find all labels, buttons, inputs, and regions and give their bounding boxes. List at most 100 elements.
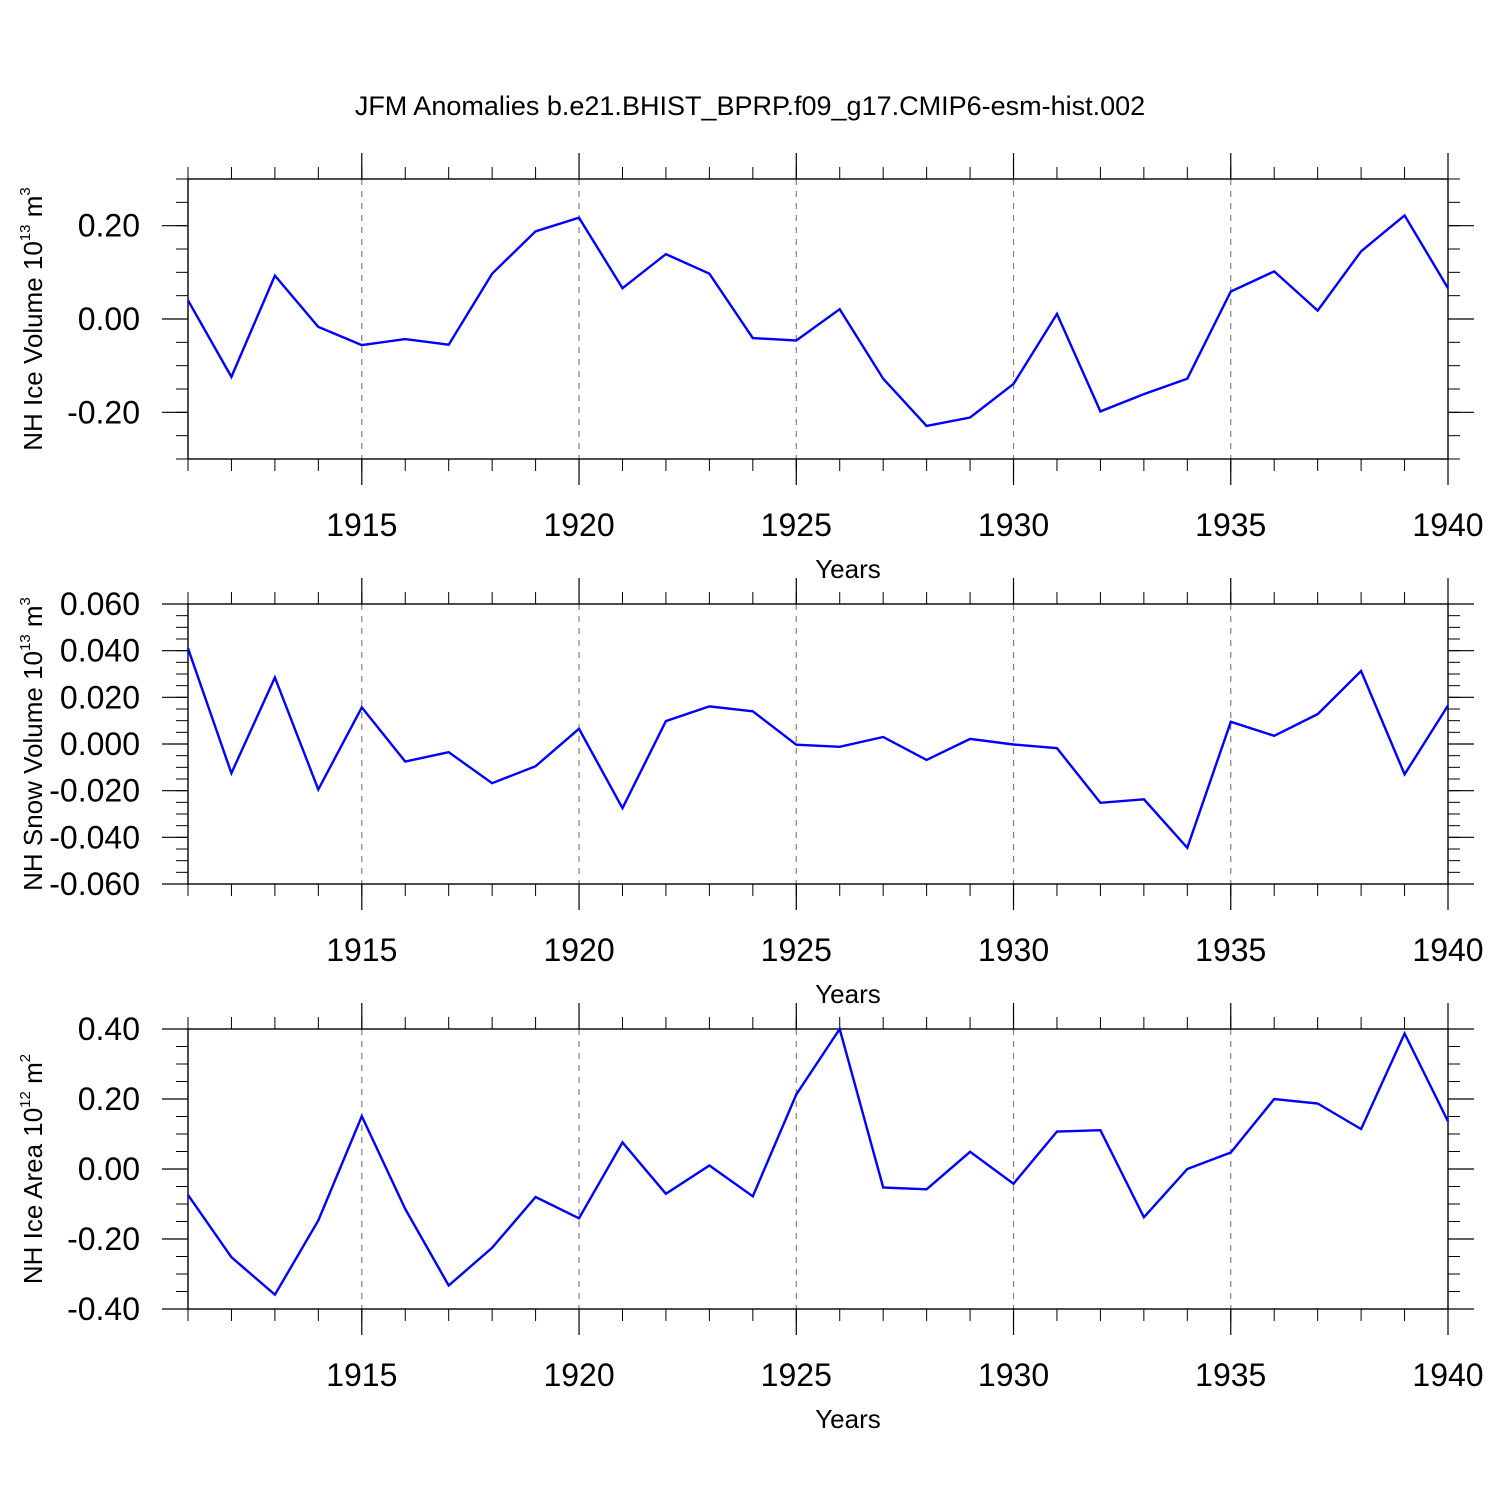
data-point bbox=[1316, 1102, 1320, 1106]
x-tick-label: 1925 bbox=[761, 507, 832, 543]
data-point bbox=[881, 735, 885, 739]
x-tick-label: 1925 bbox=[761, 932, 832, 968]
data-point bbox=[1403, 213, 1407, 217]
x-tick-label: 1935 bbox=[1195, 1357, 1266, 1393]
data-point bbox=[1446, 286, 1450, 290]
data-point bbox=[838, 307, 842, 311]
panel-1: -0.20 0.00 0.20 1915 1920 1925 1930 1935 1940 Yea… bbox=[17, 153, 1484, 584]
data-point bbox=[838, 745, 842, 749]
y-axis-label: NH Ice Area 1012 m2 bbox=[17, 1054, 48, 1284]
y-tick-label: 0.40 bbox=[78, 1011, 140, 1047]
data-point bbox=[1098, 1128, 1102, 1132]
data-point bbox=[1229, 720, 1233, 724]
panels: -0.20 0.00 0.20 1915 1920 1925 1930 1935 1940 Yea… bbox=[17, 153, 1484, 1434]
data-point bbox=[1316, 309, 1320, 313]
data-point bbox=[273, 1293, 277, 1297]
data-point bbox=[925, 758, 929, 762]
data-point bbox=[751, 1194, 755, 1198]
x-tick-label: 1915 bbox=[326, 932, 397, 968]
data-point bbox=[925, 424, 929, 428]
x-tick-label: 1935 bbox=[1195, 932, 1266, 968]
y-axis-label: NH Ice Volume 1013 m3 bbox=[17, 187, 48, 450]
data-point bbox=[316, 788, 320, 792]
data-point bbox=[968, 1150, 972, 1154]
data-point bbox=[1229, 289, 1233, 293]
data-point bbox=[490, 1246, 494, 1250]
data-point bbox=[490, 272, 494, 276]
plot-frame bbox=[187, 1028, 1449, 1310]
x-axis-label: Years bbox=[815, 1404, 881, 1434]
data-point bbox=[360, 1114, 364, 1118]
data-point bbox=[577, 1216, 581, 1220]
data-point bbox=[447, 343, 451, 347]
data-point bbox=[1012, 1182, 1016, 1186]
x-tick-label: 1920 bbox=[543, 932, 614, 968]
x-tick-label: 1940 bbox=[1412, 507, 1483, 543]
x-axis-label: Years bbox=[815, 979, 881, 1009]
panel-3: -0.40 -0.20 0.00 0.20 0.40 1915 1920 1925 1930 19… bbox=[17, 1003, 1484, 1434]
y-tick-label: 0.040 bbox=[60, 633, 140, 669]
data-point bbox=[794, 1092, 798, 1096]
data-point bbox=[273, 274, 277, 278]
y-tick-label: 0.020 bbox=[60, 679, 140, 715]
x-tick-label: 1930 bbox=[978, 932, 1049, 968]
data-point bbox=[1142, 797, 1146, 801]
data-point bbox=[1142, 1215, 1146, 1219]
series-line bbox=[186, 647, 1450, 851]
data-point bbox=[1446, 704, 1450, 708]
y-tick-label: 0.00 bbox=[78, 1151, 140, 1187]
data-point bbox=[229, 771, 233, 775]
data-point bbox=[968, 737, 972, 741]
data-point bbox=[1359, 1127, 1363, 1131]
data-point bbox=[620, 1140, 624, 1144]
data-point bbox=[229, 1255, 233, 1259]
x-tick-label: 1915 bbox=[326, 507, 397, 543]
x-tick-label: 1920 bbox=[543, 507, 614, 543]
data-point bbox=[1359, 669, 1363, 673]
x-tick-label: 1920 bbox=[543, 1357, 614, 1393]
data-point bbox=[1185, 377, 1189, 381]
data-point bbox=[1098, 801, 1102, 805]
data-point bbox=[534, 1195, 538, 1199]
y-tick-label: -0.20 bbox=[67, 394, 140, 430]
data-point bbox=[1142, 392, 1146, 396]
data-point bbox=[1272, 734, 1276, 738]
y-tick-label: 0.060 bbox=[60, 586, 140, 622]
data-point bbox=[620, 806, 624, 810]
data-point bbox=[1229, 1151, 1233, 1155]
y-tick-label: -0.020 bbox=[49, 773, 140, 809]
data-point bbox=[620, 286, 624, 290]
data-point bbox=[360, 343, 364, 347]
data-point bbox=[316, 1218, 320, 1222]
data-point bbox=[403, 760, 407, 764]
data-point bbox=[751, 709, 755, 713]
x-tick-label: 1940 bbox=[1412, 1357, 1483, 1393]
data-point bbox=[794, 338, 798, 342]
y-axis-label: NH Snow Volume 1013 m3 bbox=[17, 597, 48, 891]
data-point bbox=[1446, 1119, 1450, 1123]
data-point bbox=[403, 337, 407, 341]
y-tick-label: -0.040 bbox=[49, 819, 140, 855]
data-point bbox=[1012, 382, 1016, 386]
x-tick-label: 1930 bbox=[978, 1357, 1049, 1393]
data-point bbox=[186, 1193, 190, 1197]
data-point bbox=[1272, 1097, 1276, 1101]
data-point bbox=[229, 375, 233, 379]
data-point bbox=[447, 750, 451, 754]
data-point bbox=[577, 216, 581, 220]
plot-frame bbox=[187, 603, 1449, 885]
data-point bbox=[1055, 1130, 1059, 1134]
y-tick-label: -0.20 bbox=[67, 1221, 140, 1257]
data-point bbox=[664, 719, 668, 723]
x-tick-label: 1915 bbox=[326, 1357, 397, 1393]
data-point bbox=[534, 764, 538, 768]
data-point bbox=[490, 781, 494, 785]
y-tick-label: 0.00 bbox=[78, 301, 140, 337]
data-point bbox=[751, 336, 755, 340]
data-point bbox=[1185, 846, 1189, 850]
data-point bbox=[1055, 312, 1059, 316]
y-tick-label: 0.20 bbox=[78, 1081, 140, 1117]
data-point bbox=[316, 325, 320, 329]
y-tick-label: -0.060 bbox=[49, 866, 140, 902]
